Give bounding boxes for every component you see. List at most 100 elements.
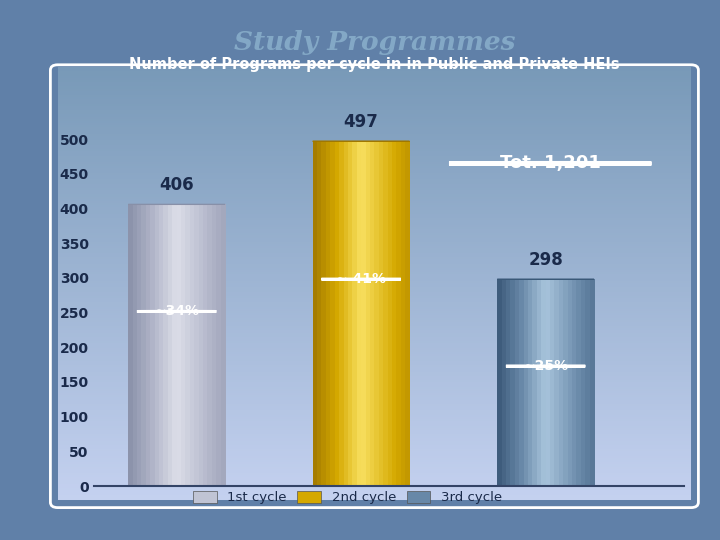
Bar — [58, 441, 691, 444]
Bar — [361, 141, 366, 486]
Bar — [58, 168, 691, 172]
Bar — [58, 164, 691, 167]
Bar — [572, 279, 577, 486]
Bar — [379, 141, 384, 486]
Bar — [58, 367, 691, 370]
Bar — [58, 309, 691, 312]
Bar — [58, 149, 691, 152]
Bar — [58, 121, 691, 124]
Bar — [58, 276, 691, 280]
Bar — [366, 141, 370, 486]
Bar — [212, 205, 217, 486]
Bar — [58, 138, 691, 141]
Bar — [58, 467, 691, 470]
Bar — [58, 134, 691, 137]
Bar — [159, 205, 164, 486]
Bar — [58, 337, 691, 340]
Bar — [58, 346, 691, 349]
Bar — [58, 69, 691, 72]
Bar — [58, 462, 691, 465]
Bar — [541, 279, 546, 486]
Bar — [581, 279, 585, 486]
Bar — [58, 160, 691, 163]
Bar — [58, 354, 691, 357]
Bar — [58, 380, 691, 383]
Bar — [58, 136, 691, 139]
Bar — [58, 289, 691, 293]
Bar — [58, 156, 691, 159]
Bar — [58, 285, 691, 288]
Bar — [317, 141, 322, 486]
Bar — [58, 482, 691, 485]
Bar — [58, 322, 691, 325]
Bar — [58, 423, 691, 427]
Bar — [523, 279, 528, 486]
Bar — [348, 141, 353, 486]
Bar — [58, 108, 691, 111]
Bar — [58, 106, 691, 109]
Bar — [58, 339, 691, 342]
Bar — [58, 67, 691, 70]
Bar — [58, 235, 691, 239]
Bar — [58, 378, 691, 381]
Bar — [58, 352, 691, 355]
Bar — [58, 166, 691, 170]
Bar — [58, 389, 691, 392]
Bar — [58, 387, 691, 390]
Bar — [58, 186, 691, 189]
Bar — [58, 240, 691, 243]
Bar — [537, 279, 541, 486]
Bar — [58, 201, 691, 204]
Bar — [58, 214, 691, 217]
Bar — [58, 274, 691, 278]
Bar — [58, 212, 691, 215]
Bar — [58, 244, 691, 247]
Bar — [58, 125, 691, 129]
Bar — [58, 287, 691, 291]
Bar — [58, 335, 691, 338]
Bar — [58, 242, 691, 245]
Bar — [58, 177, 691, 180]
Bar — [168, 205, 173, 486]
Bar — [58, 359, 691, 362]
Bar — [58, 454, 691, 457]
Bar — [58, 76, 691, 79]
Bar — [58, 80, 691, 83]
Bar — [58, 318, 691, 321]
Bar — [58, 469, 691, 472]
Bar — [58, 181, 691, 185]
Ellipse shape — [449, 163, 652, 164]
Bar — [132, 205, 138, 486]
Bar — [137, 205, 142, 486]
Bar — [58, 140, 691, 144]
Bar — [58, 406, 691, 409]
Bar — [58, 207, 691, 211]
Bar — [58, 488, 691, 491]
Bar — [58, 326, 691, 329]
Bar — [58, 384, 691, 388]
Bar — [141, 205, 146, 486]
Bar — [58, 281, 691, 284]
Bar — [58, 171, 691, 174]
Bar — [58, 153, 691, 157]
Bar — [58, 410, 691, 414]
Bar — [58, 436, 691, 440]
Bar — [58, 229, 691, 232]
Bar — [172, 205, 177, 486]
Bar — [58, 490, 691, 494]
Bar — [58, 203, 691, 206]
Bar — [58, 102, 691, 105]
Bar — [58, 475, 691, 478]
Bar — [343, 141, 348, 486]
Bar — [58, 197, 691, 200]
Bar — [58, 417, 691, 420]
Bar — [58, 145, 691, 148]
Bar — [58, 430, 691, 433]
Bar — [58, 296, 691, 299]
Bar — [58, 143, 691, 146]
Bar — [199, 205, 204, 486]
Bar — [58, 477, 691, 481]
Bar — [58, 473, 691, 476]
Bar — [58, 492, 691, 496]
Bar — [559, 279, 564, 486]
